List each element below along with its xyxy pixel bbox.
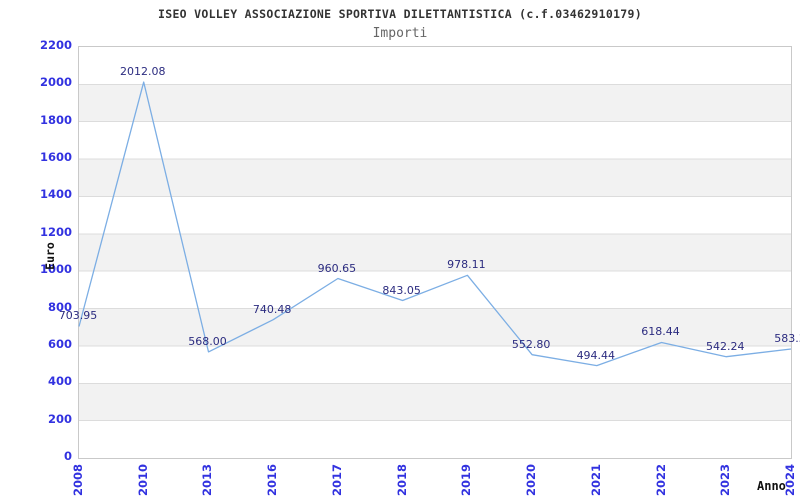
y-tick-label: 1600 xyxy=(39,150,72,165)
x-tick-label: 2008 xyxy=(71,463,85,497)
chart-canvas xyxy=(78,81,792,422)
x-tick-label: 2010 xyxy=(135,463,150,497)
x-axis-title: Anno xyxy=(757,479,786,493)
y-tick-label: 1800 xyxy=(39,112,72,127)
x-tick-label: 2020 xyxy=(524,463,539,497)
y-tick-label: 1400 xyxy=(39,187,72,202)
band xyxy=(79,233,791,272)
data-line xyxy=(78,81,792,367)
y-tick-label: 0 xyxy=(63,449,72,463)
y-tick-label: 1000 xyxy=(39,262,72,277)
x-tick-label: 2023 xyxy=(718,463,733,497)
y-tick-label: 1200 xyxy=(39,224,72,239)
band xyxy=(79,159,791,197)
x-tick-label: 2017 xyxy=(329,463,344,497)
y-tick-label: 2000 xyxy=(39,75,72,90)
x-tick-label: 2022 xyxy=(653,463,668,497)
chart-title: ISEO VOLLEY ASSOCIAZIONE SPORTIVA DILETT… xyxy=(158,7,642,21)
y-tick-label: 200 xyxy=(47,411,72,426)
band xyxy=(79,84,791,122)
x-tick-label: 2021 xyxy=(588,463,603,497)
x-tick-label: 2018 xyxy=(394,463,409,497)
y-tick-label: 800 xyxy=(47,299,72,314)
y-tick-label: 600 xyxy=(47,336,72,351)
x-tick-label: 2013 xyxy=(200,463,215,497)
y-tick-label: 400 xyxy=(47,374,72,389)
y-tick-label: 2200 xyxy=(39,38,72,52)
chart-subtitle: Importi xyxy=(372,26,428,41)
band xyxy=(79,383,791,421)
x-tick-label: 2016 xyxy=(265,463,280,497)
plot-area xyxy=(78,46,792,459)
x-tick-label: 2019 xyxy=(459,463,474,497)
band xyxy=(79,308,791,346)
y-axis-title: Euro xyxy=(43,242,57,270)
